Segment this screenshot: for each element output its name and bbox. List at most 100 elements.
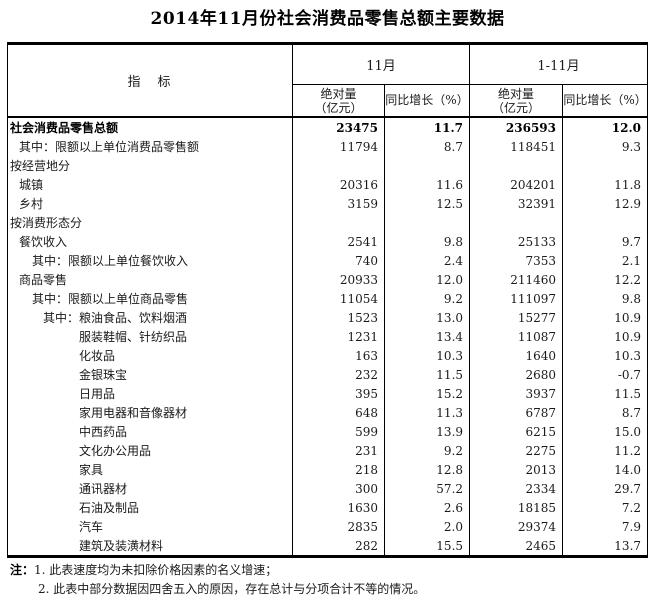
- cell-nov-absolute: 11054: [292, 289, 385, 308]
- cell-nov-growth: 12.5: [384, 194, 471, 213]
- cell-jannov-absolute: 2465: [469, 536, 564, 557]
- row-indicator-label: 其中：限额以上单位商品零售: [7, 289, 293, 308]
- absolute-unit: （亿元）: [314, 100, 363, 115]
- table-row: 餐饮收入 2541 9.8 25133 9.7: [7, 232, 648, 251]
- cell-jannov-growth: 10.3: [614, 348, 642, 363]
- cell-nov-growth: 9.2: [384, 289, 471, 308]
- cell-jannov-absolute: 25133: [469, 232, 564, 251]
- table-row: 化妆品 163 10.3 1640 10.3: [7, 346, 648, 365]
- header-nov-absolute: 绝对量 （亿元）: [292, 84, 385, 118]
- row-indicator-label: 按消费形态分: [7, 213, 293, 232]
- row-indicator-label: 汽车: [7, 517, 293, 536]
- cell-nov-absolute: [292, 213, 385, 232]
- notes: 注：1. 此表速度均为未扣除价格因素的名义增速； 2. 此表中部分数据因四舍五入…: [10, 561, 655, 599]
- cell-jannov-growth: 9.7: [621, 234, 642, 249]
- cell-nov-absolute: 2835: [292, 517, 385, 536]
- cell-nov-absolute: 3159: [292, 194, 385, 213]
- cell-nov-growth: 9.2: [384, 441, 471, 460]
- cell-jannov-growth: [563, 213, 648, 232]
- cell-jannov-growth: 29.7: [614, 481, 642, 496]
- row-indicator-label: 文化办公用品: [7, 441, 293, 460]
- cell-nov-growth: [384, 156, 471, 175]
- table-row: 金银珠宝 232 11.5 2680 -0.7: [7, 365, 648, 384]
- header-period-jan-nov: 1-11月: [469, 43, 648, 85]
- table-row: 文化办公用品 231 9.2 2275 11.2: [7, 441, 648, 460]
- row-indicator-label: 服装鞋帽、针纺织品: [7, 327, 293, 346]
- row-indicator-label: 金银珠宝: [7, 365, 293, 384]
- cell-jannov-growth: 12.0: [611, 120, 642, 135]
- header-nov-growth: 同比增长（%）: [384, 84, 471, 118]
- cell-nov-absolute: 231: [292, 441, 385, 460]
- cell-jannov-growth: [563, 156, 648, 175]
- cell-jannov-growth: 9.3: [621, 139, 642, 154]
- cell-jannov-growth: 12.9: [614, 196, 642, 211]
- note-text-1: 1. 此表速度均为未扣除价格因素的名义增速；: [34, 563, 278, 577]
- cell-jannov-growth: 7.9: [621, 519, 642, 534]
- row-indicator-label: 餐饮收入: [7, 232, 293, 251]
- cell-nov-absolute: 2541: [292, 232, 385, 251]
- cell-nov-growth: 2.0: [384, 517, 471, 536]
- cell-nov-absolute: 232: [292, 365, 385, 384]
- row-indicator-label: 其中：限额以上单位餐饮收入: [7, 251, 293, 270]
- table-row: 其中：限额以上单位消费品零售额 11794 8.7 118451 9.3: [7, 137, 648, 156]
- note-prefix: 注：: [10, 563, 35, 577]
- cell-jannov-growth: 11.8: [614, 177, 642, 192]
- absolute-label: 绝对量: [498, 86, 535, 101]
- cell-jannov-absolute: 2275: [469, 441, 564, 460]
- cell-nov-growth: 11.5: [384, 365, 471, 384]
- cell-jannov-absolute: [469, 156, 564, 175]
- cell-jannov-absolute: 1640: [469, 346, 564, 365]
- table-row: 社会消费品零售总额 23475 11.7 236593 12.0: [7, 117, 648, 137]
- row-indicator-label: 家具: [7, 460, 293, 479]
- row-indicator-label: 家用电器和音像器材: [7, 403, 293, 422]
- cell-nov-growth: 57.2: [384, 479, 471, 498]
- cell-jannov-absolute: 7353: [469, 251, 564, 270]
- cell-jannov-absolute: 2013: [469, 460, 564, 479]
- cell-jannov-absolute: 32391: [469, 194, 564, 213]
- table-row: 其中：限额以上单位餐饮收入 740 2.4 7353 2.1: [7, 251, 648, 270]
- table-row: 其中：限额以上单位商品零售 11054 9.2 111097 9.8: [7, 289, 648, 308]
- table-row: 家用电器和音像器材 648 11.3 6787 8.7: [7, 403, 648, 422]
- cell-jannov-growth: 14.0: [614, 462, 642, 477]
- table-body: 社会消费品零售总额 23475 11.7 236593 12.0 其中：限额以上…: [7, 117, 648, 557]
- note-line-2: 2. 此表中部分数据因四舍五入的原因，存在总计与分项合计不等的情况。: [10, 580, 655, 599]
- cell-nov-growth: 11.7: [384, 117, 471, 137]
- cell-nov-absolute: 1523: [292, 308, 385, 327]
- table-row: 建筑及装潢材料 282 15.5 2465 13.7: [7, 536, 648, 557]
- cell-jannov-absolute: 211460: [469, 270, 564, 289]
- cell-nov-growth: 8.7: [384, 137, 471, 156]
- table-row: 商品零售 20933 12.0 211460 12.2: [7, 270, 648, 289]
- row-indicator-label: 日用品: [7, 384, 293, 403]
- cell-nov-absolute: 599: [292, 422, 385, 441]
- header-period-november: 11月: [292, 43, 471, 85]
- cell-nov-growth: 11.6: [384, 175, 471, 194]
- cell-jannov-growth: -0.7: [617, 367, 642, 382]
- cell-jannov-absolute: 111097: [469, 289, 564, 308]
- cell-jannov-growth: 12.2: [614, 272, 642, 287]
- growth-label: 同比增长（%）: [563, 93, 647, 107]
- absolute-unit: （亿元）: [492, 100, 541, 115]
- row-indicator-label: 按经营地分: [7, 156, 293, 175]
- cell-nov-absolute: 23475: [292, 117, 385, 137]
- cell-nov-growth: 9.8: [384, 232, 471, 251]
- table-row: 中西药品 599 13.9 6215 15.0: [7, 422, 648, 441]
- table-row: 按消费形态分: [7, 213, 648, 232]
- cell-nov-absolute: 648: [292, 403, 385, 422]
- cell-nov-growth: 13.9: [384, 422, 471, 441]
- cell-nov-absolute: 282: [292, 536, 385, 557]
- table-row: 其中：粮油食品、饮料烟酒 1523 13.0 15277 10.9: [7, 308, 648, 327]
- row-indicator-label: 乡村: [7, 194, 293, 213]
- table-row: 汽车 2835 2.0 29374 7.9: [7, 517, 648, 536]
- cell-nov-absolute: 20316: [292, 175, 385, 194]
- cell-jannov-absolute: 236593: [469, 117, 564, 137]
- cell-jannov-absolute: [469, 213, 564, 232]
- cell-nov-growth: 12.0: [384, 270, 471, 289]
- row-indicator-label: 其中：限额以上单位消费品零售额: [7, 137, 293, 156]
- row-indicator-label: 社会消费品零售总额: [7, 117, 293, 137]
- cell-nov-growth: 15.5: [384, 536, 471, 557]
- growth-label: 同比增长（%）: [385, 93, 469, 107]
- cell-jannov-growth: 13.7: [614, 538, 642, 553]
- cell-jannov-growth: 10.9: [614, 329, 642, 344]
- table-header: 指 标 11月 1-11月 绝对量 （亿元） 同比增长（%） 绝对量 （亿元） …: [7, 43, 648, 118]
- row-indicator-label: 石油及制品: [7, 498, 293, 517]
